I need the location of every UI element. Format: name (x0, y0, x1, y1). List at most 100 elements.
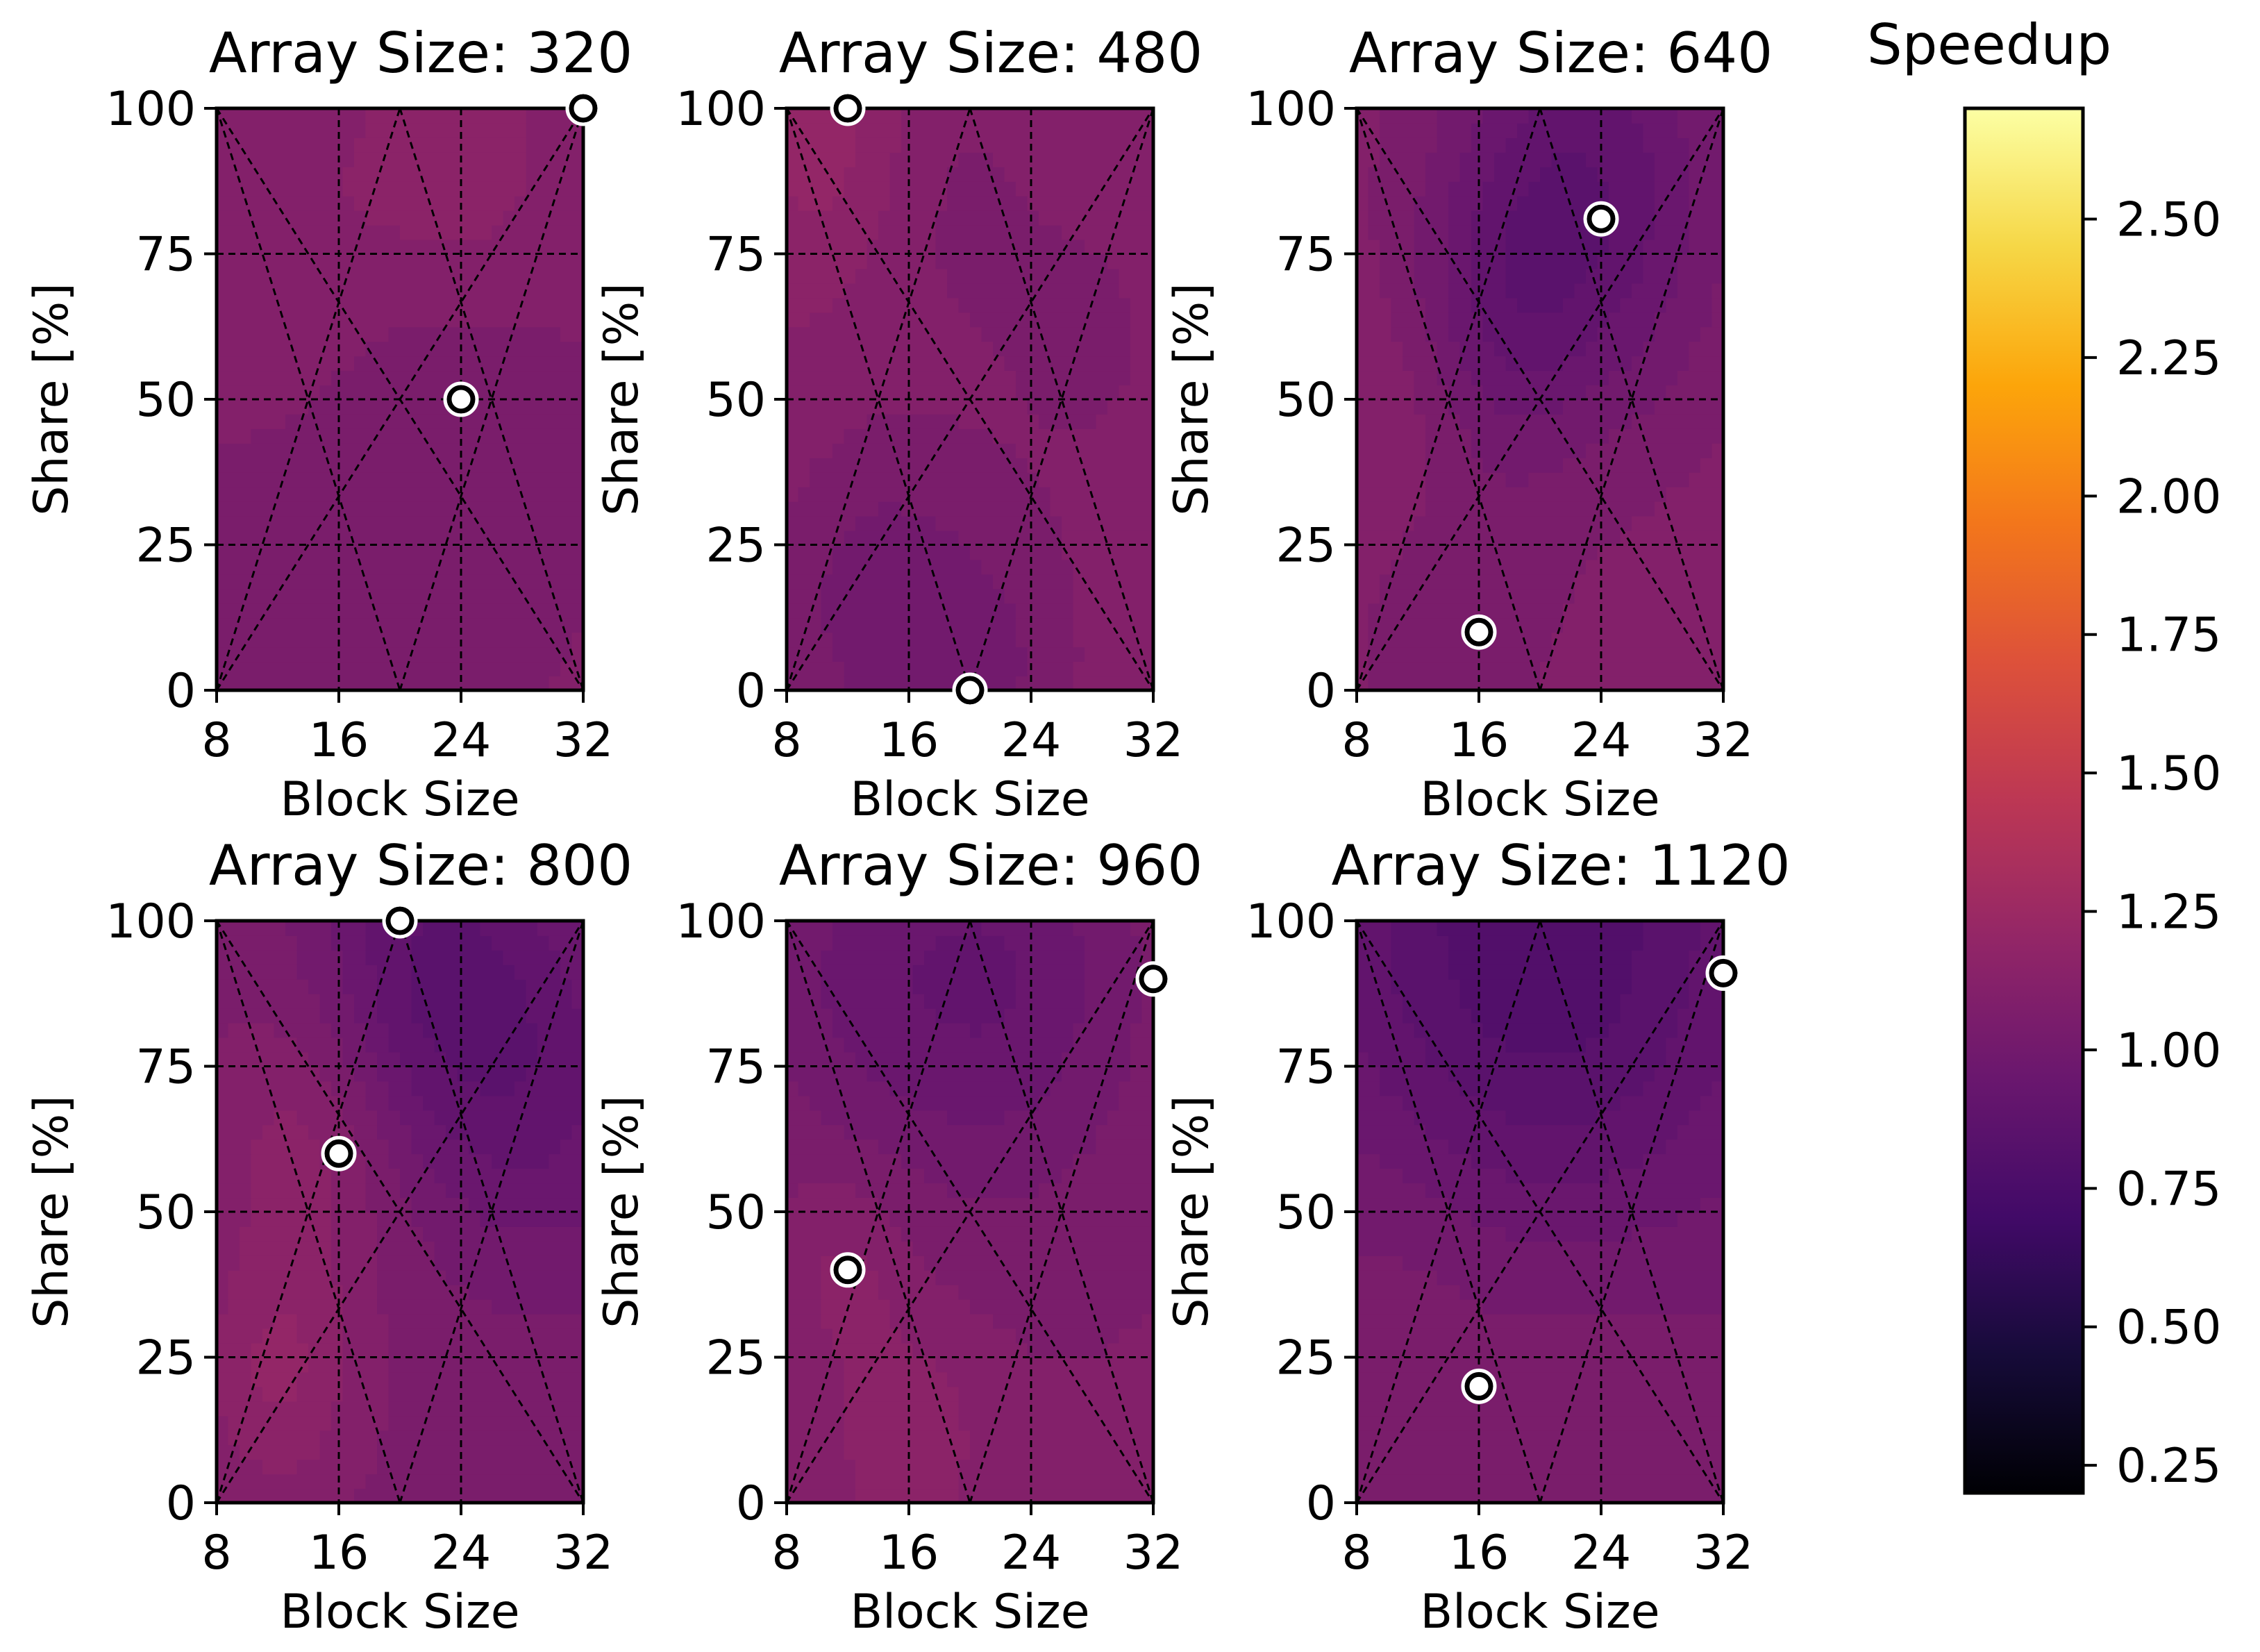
contour-cell (251, 1139, 263, 1155)
contour-cell (1448, 312, 1461, 328)
contour-cell (411, 195, 424, 211)
contour-cell (446, 646, 458, 662)
contour-cell (274, 1313, 286, 1329)
contour-cell (560, 122, 573, 138)
contour-cell (1016, 544, 1028, 560)
contour-cell (1620, 399, 1632, 415)
contour-cell (1027, 574, 1039, 590)
contour-cell (912, 224, 925, 240)
contour-cell (993, 617, 1005, 633)
contour-cell (1700, 370, 1713, 386)
contour-cell (970, 239, 982, 255)
contour-cell (1414, 661, 1426, 677)
contour-cell (228, 457, 240, 473)
contour-cell (354, 356, 367, 372)
contour-cell (947, 356, 960, 372)
contour-cell (319, 428, 332, 444)
contour-cell (1586, 370, 1598, 386)
contour-cell (1666, 413, 1678, 429)
contour-cell (262, 283, 275, 299)
contour-cell (354, 661, 367, 677)
contour-cell (1357, 210, 1369, 226)
contour-cell (1700, 574, 1713, 590)
diagonal-reference-line (399, 108, 583, 690)
contour-cell (262, 1415, 275, 1431)
contour-cell (342, 1371, 355, 1387)
contour-cell (947, 559, 960, 575)
contour-cell (285, 559, 298, 575)
contour-cell (844, 268, 856, 284)
contour-cell (560, 181, 573, 197)
contour-cell (1425, 253, 1438, 269)
contour-cell (1016, 646, 1028, 662)
contour-cell (1471, 239, 1484, 255)
contour-cell (274, 1139, 286, 1155)
contour-cell (787, 646, 799, 662)
contour-cell (1448, 559, 1461, 575)
contour-cell (1016, 166, 1028, 182)
contour-cell (1574, 617, 1587, 633)
contour-cell (1643, 413, 1655, 429)
x-tick-label: 16 (1449, 713, 1509, 768)
contour-cell (342, 356, 355, 372)
contour-cell (400, 1299, 412, 1315)
contour-cell (331, 1008, 344, 1024)
contour-cell (446, 1153, 458, 1169)
contour-cell (480, 1357, 492, 1373)
contour-cell (331, 1051, 344, 1067)
contour-cell (319, 253, 332, 269)
contour-cell (240, 1197, 252, 1212)
contour-cell (1677, 122, 1690, 138)
contour-cell (492, 935, 504, 951)
contour-cell (388, 1139, 401, 1155)
contour-cell (342, 253, 355, 269)
contour-cell (1107, 588, 1120, 604)
contour-cell (901, 515, 914, 531)
contour-cell (1119, 326, 1131, 342)
contour-cell (274, 1212, 286, 1227)
contour-cell (912, 530, 925, 546)
contour-cell (319, 1299, 332, 1315)
contour-cell (274, 978, 286, 994)
contour-cell (228, 428, 240, 444)
contour-cell (1471, 210, 1484, 226)
contour-cell (1643, 326, 1655, 342)
contour-cell (285, 1095, 298, 1111)
contour-cell (251, 457, 263, 473)
contour-cell (503, 559, 515, 575)
contour-cell (537, 312, 550, 328)
contour-cell (377, 195, 390, 211)
contour-cell (1141, 312, 1153, 328)
contour-cell (878, 661, 891, 677)
contour-cell (1551, 676, 1564, 690)
contour-cell (296, 210, 309, 226)
contour-cell (787, 515, 799, 531)
contour-cell (411, 1139, 424, 1155)
contour-cell (514, 603, 527, 619)
contour-cell (457, 1371, 469, 1387)
contour-cell (993, 428, 1005, 444)
contour-cell (228, 1269, 240, 1285)
contour-cell (388, 108, 401, 124)
contour-cell (981, 326, 994, 342)
contour-cell (1119, 181, 1131, 197)
contour-cell (217, 1430, 229, 1446)
contour-cell (285, 1081, 298, 1096)
contour-cell (331, 1284, 344, 1300)
contour-cell (423, 921, 435, 936)
contour-cell (1505, 588, 1518, 604)
contour-cell (821, 370, 833, 386)
contour-cell (423, 964, 435, 980)
contour-cell (1700, 472, 1713, 487)
contour-cell (480, 993, 492, 1009)
contour-cell (503, 224, 515, 240)
contour-cell (1403, 122, 1415, 138)
contour-cell (1711, 501, 1723, 517)
contour-cell (469, 166, 481, 182)
contour-cell (308, 1022, 321, 1038)
contour-cell (434, 1197, 446, 1212)
contour-cell (560, 676, 573, 690)
contour-cell (1391, 297, 1403, 313)
contour-cell (446, 921, 458, 936)
contour-cell (1130, 166, 1143, 182)
